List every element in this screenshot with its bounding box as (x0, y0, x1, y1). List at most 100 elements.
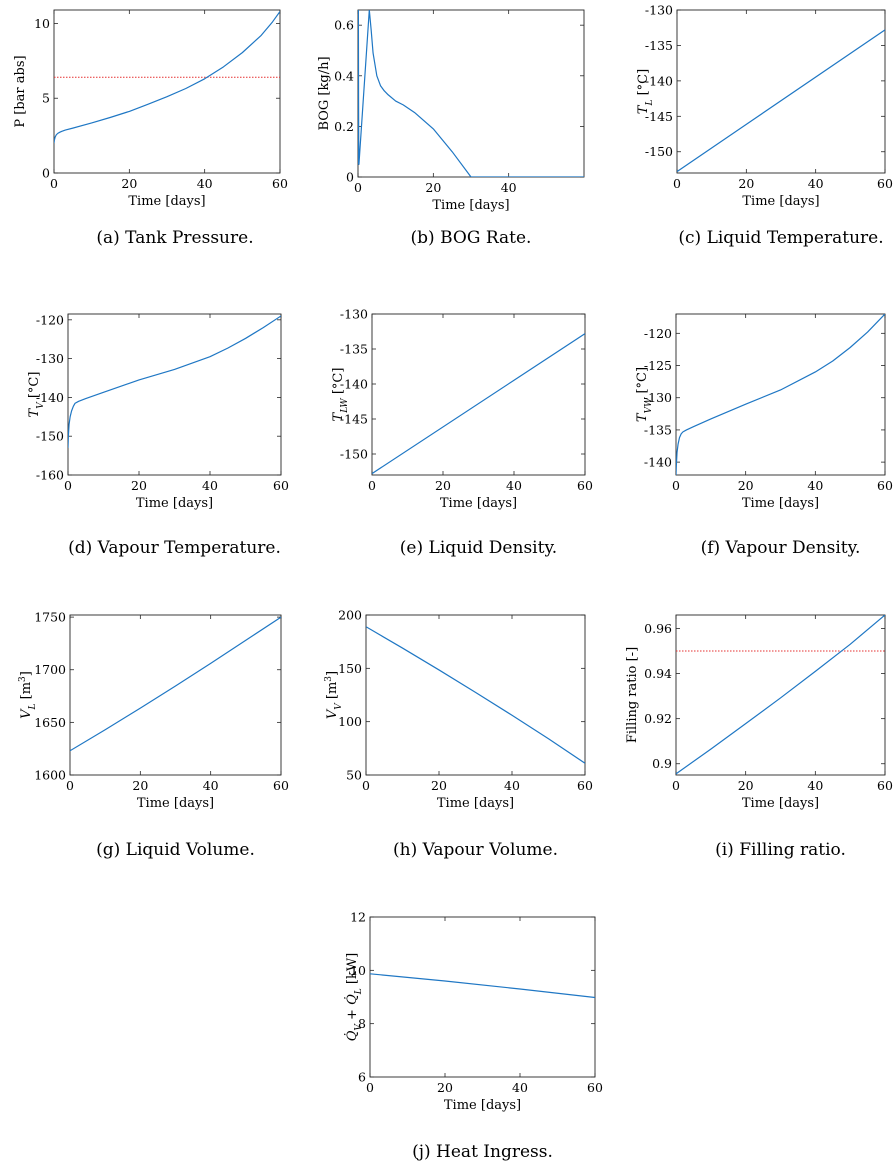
x-tick-label: 0 (673, 176, 681, 191)
x-tick-label: 20 (132, 778, 148, 793)
y-tick-label: -145 (340, 412, 368, 427)
y-axis-label: Q̇V + Q̇L [kW] (344, 953, 364, 1042)
series-line (54, 11, 280, 144)
x-tick-label: 40 (506, 478, 522, 493)
y-tick-label: -145 (645, 109, 673, 124)
x-tick-label: 40 (807, 478, 823, 493)
y-tick-label: -140 (36, 390, 64, 405)
y-tick-label: 6 (358, 1070, 366, 1085)
x-tick-label: 20 (437, 1080, 453, 1095)
y-tick-label: -150 (36, 429, 64, 444)
y-tick-label: 0.2 (334, 119, 354, 134)
y-tick-label: -130 (340, 307, 368, 322)
y-axis-label: TV [°C] (27, 372, 46, 418)
y-tick-label: 150 (338, 661, 362, 676)
y-tick-label: -140 (340, 377, 368, 392)
plot-frame (369, 916, 596, 1078)
subfigure-caption: (i) Filling ratio. (715, 840, 846, 860)
subfigure-caption: (h) Vapour Volume. (393, 840, 558, 860)
x-tick-label: 40 (807, 778, 823, 793)
y-tick-label: 0.92 (644, 711, 672, 726)
x-tick-label: 60 (877, 478, 893, 493)
plot-frame (365, 614, 586, 776)
x-tick-label: 40 (202, 478, 218, 493)
y-tick-label: 5 (42, 91, 50, 106)
chart-g: 0 20 40 60 1600 1650 1700 1750 Time [days] VL [m3… (18, 610, 289, 860)
y-tick-label: -150 (645, 144, 673, 159)
chart-c: 0 20 40 60 -150 -145 -140 -135 -130 Time [days] TL… (636, 3, 893, 249)
x-tick-label: 0 (672, 778, 680, 793)
y-tick-label: 100 (338, 714, 362, 729)
x-tick-label: 60 (877, 176, 893, 191)
y-tick-label: 50 (346, 768, 362, 783)
chart-i: 0 20 40 60 0.9 0.92 0.94 0.96 Time [days] Filling… (625, 614, 893, 860)
x-tick-label: 0 (50, 176, 58, 191)
y-tick-label: -120 (36, 312, 64, 327)
x-tick-label: 0 (672, 478, 680, 493)
series-line (358, 10, 584, 177)
x-axis-label: Time [days] (437, 796, 514, 811)
x-tick-label: 60 (273, 778, 289, 793)
y-tick-label: 1700 (34, 662, 66, 677)
y-tick-label: 0 (42, 166, 50, 181)
y-tick-label: -135 (644, 422, 672, 437)
series-line (676, 615, 885, 775)
x-tick-label: 40 (512, 1080, 528, 1095)
series-line (366, 626, 585, 764)
series-line (70, 616, 281, 752)
x-tick-label: 0 (64, 478, 72, 493)
x-tick-label: 20 (738, 478, 754, 493)
plot-frame (67, 313, 282, 476)
series-line (372, 333, 585, 475)
y-tick-label: 10 (34, 16, 50, 31)
y-tick-label: 0.6 (334, 18, 354, 33)
x-tick-label: 20 (435, 478, 451, 493)
x-tick-label: 0 (362, 778, 370, 793)
chart-j: 0 20 40 60 6 8 10 12 Time [days] Q̇V + Q̇L [kW] (j… (344, 910, 603, 1163)
y-tick-label: 0.96 (644, 621, 672, 636)
subfigure-caption: (f) Vapour Density. (701, 538, 861, 558)
y-tick-label: -120 (644, 326, 672, 341)
plot-frame (53, 9, 281, 174)
y-tick-label: 200 (338, 608, 362, 623)
series-line (68, 315, 281, 448)
y-tick-label: -140 (645, 73, 673, 88)
x-axis-label: Time [days] (444, 1098, 521, 1113)
y-tick-label: -130 (36, 351, 64, 366)
y-tick-label: 1650 (34, 715, 66, 730)
subfigure-caption: (a) Tank Pressure. (96, 228, 253, 248)
x-tick-label: 40 (501, 180, 517, 195)
x-tick-label: 40 (203, 778, 219, 793)
chart-b: 0 20 40 0 0.2 0.4 0.6 Time [days] BOG [kg/h] (b) … (317, 9, 585, 248)
series-line (370, 973, 595, 999)
plot-frame (69, 614, 282, 776)
x-axis-label: Time [days] (742, 194, 819, 209)
x-axis-label: Time [days] (128, 194, 205, 209)
x-tick-label: 40 (504, 778, 520, 793)
x-tick-label: 60 (587, 1080, 603, 1095)
x-axis-label: Time [days] (742, 796, 819, 811)
x-axis-label: Time [days] (742, 496, 819, 511)
y-tick-label: 1600 (34, 768, 66, 783)
plot-frame (675, 313, 886, 476)
x-tick-label: 60 (577, 778, 593, 793)
y-tick-label: -135 (645, 38, 673, 53)
x-tick-label: 20 (431, 778, 447, 793)
y-tick-label: -160 (36, 468, 64, 483)
x-tick-label: 20 (738, 778, 754, 793)
x-axis-label: Time [days] (432, 198, 509, 213)
y-tick-label: -150 (340, 447, 368, 462)
y-axis-label: Filling ratio [-] (625, 647, 640, 743)
y-tick-label: -135 (340, 342, 368, 357)
y-axis-label: VV [m3] (324, 671, 344, 719)
x-tick-label: 20 (425, 180, 441, 195)
y-axis-label: TLW [°C] (331, 368, 350, 422)
plot-frame (357, 9, 585, 178)
y-tick-label: 0.9 (652, 756, 672, 771)
x-tick-label: 20 (738, 176, 754, 191)
x-tick-label: 60 (273, 478, 289, 493)
plot-frame (371, 313, 586, 476)
x-tick-label: 40 (197, 176, 213, 191)
subfigure-caption: (c) Liquid Temperature. (678, 228, 883, 248)
x-tick-label: 60 (877, 778, 893, 793)
